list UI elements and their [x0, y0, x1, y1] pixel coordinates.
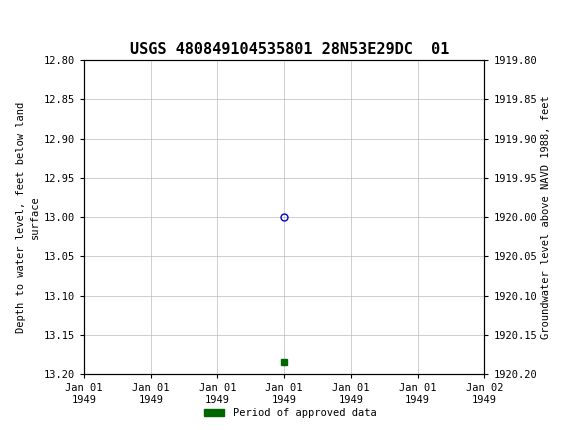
Legend: Period of approved data: Period of approved data: [200, 404, 380, 423]
Text: USGS: USGS: [20, 8, 80, 27]
Text: USGS: USGS: [3, 8, 63, 27]
Y-axis label: Groundwater level above NAVD 1988, feet: Groundwater level above NAVD 1988, feet: [541, 95, 551, 339]
Text: USGS 480849104535801 28N53E29DC  01: USGS 480849104535801 28N53E29DC 01: [130, 42, 450, 57]
Bar: [1, 3, 17, 34]
Y-axis label: Depth to water level, feet below land
surface: Depth to water level, feet below land su…: [16, 101, 39, 333]
